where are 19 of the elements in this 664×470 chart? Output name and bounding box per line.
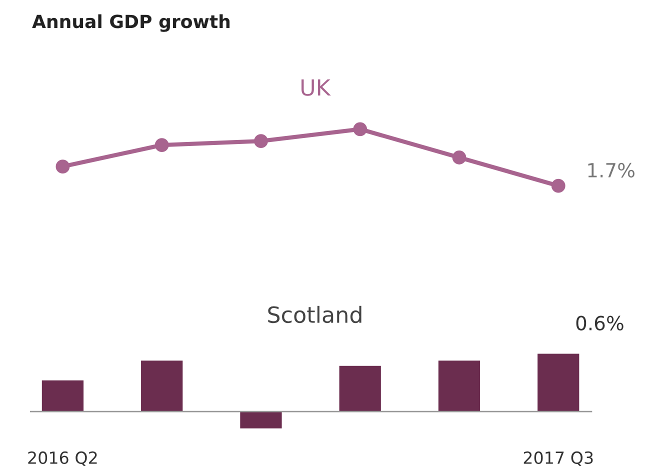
bar — [141, 360, 183, 412]
x-tick-label: 2017 Q3 — [524, 451, 593, 466]
bar — [438, 360, 480, 412]
chart-title: UK — [302, 79, 331, 96]
point — [353, 122, 368, 136]
annotation: 1.7% — [588, 162, 634, 178]
annotation: 0.6% — [576, 316, 624, 330]
point — [154, 138, 169, 152]
chart-title: Scotland — [268, 306, 362, 324]
point — [254, 134, 268, 148]
text: Annual GDP growth — [32, 14, 230, 32]
point — [56, 160, 70, 174]
point — [452, 150, 466, 164]
bar — [538, 354, 580, 412]
bar — [240, 412, 282, 428]
x-tick-label: 2016 Q2 — [28, 451, 97, 466]
point — [551, 178, 566, 193]
bar — [339, 366, 381, 412]
bar — [42, 380, 84, 412]
